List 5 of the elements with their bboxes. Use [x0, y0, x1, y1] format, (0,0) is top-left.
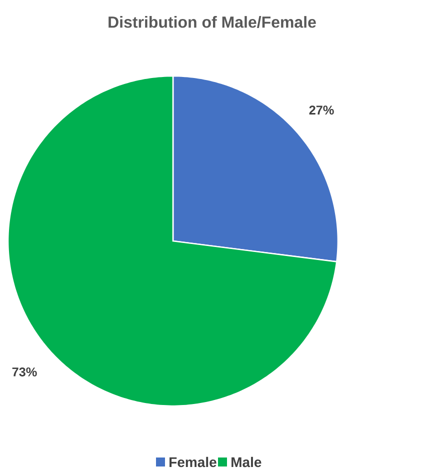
- data-label: 73%: [12, 367, 37, 376]
- chart-title: Distribution of Male/Female: [108, 16, 316, 28]
- legend-label: Male: [232, 456, 262, 468]
- data-label: 27%: [309, 106, 334, 115]
- legend-label: Female: [170, 456, 216, 468]
